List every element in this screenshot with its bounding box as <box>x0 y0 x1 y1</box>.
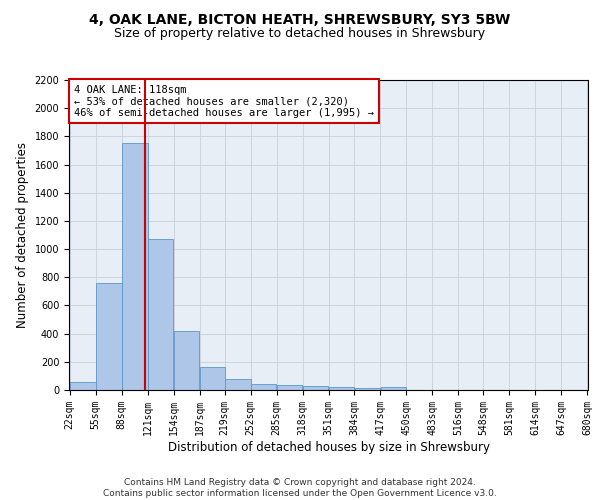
Bar <box>122 144 148 390</box>
Bar <box>225 378 251 390</box>
Bar <box>96 283 122 390</box>
Bar <box>380 388 406 390</box>
Text: 4 OAK LANE: 118sqm
← 53% of detached houses are smaller (2,320)
46% of semi-deta: 4 OAK LANE: 118sqm ← 53% of detached hou… <box>74 84 374 118</box>
Bar <box>277 384 302 390</box>
Bar <box>355 388 380 390</box>
Text: Size of property relative to detached houses in Shrewsbury: Size of property relative to detached ho… <box>115 28 485 40</box>
Bar <box>251 384 277 390</box>
Bar <box>329 388 355 390</box>
Y-axis label: Number of detached properties: Number of detached properties <box>16 142 29 328</box>
X-axis label: Distribution of detached houses by size in Shrewsbury: Distribution of detached houses by size … <box>167 440 490 454</box>
Bar <box>148 238 173 390</box>
Bar <box>174 331 199 390</box>
Bar <box>200 368 226 390</box>
Text: Contains HM Land Registry data © Crown copyright and database right 2024.
Contai: Contains HM Land Registry data © Crown c… <box>103 478 497 498</box>
Bar <box>70 382 95 390</box>
Bar <box>302 386 328 390</box>
Text: 4, OAK LANE, BICTON HEATH, SHREWSBURY, SY3 5BW: 4, OAK LANE, BICTON HEATH, SHREWSBURY, S… <box>89 12 511 26</box>
